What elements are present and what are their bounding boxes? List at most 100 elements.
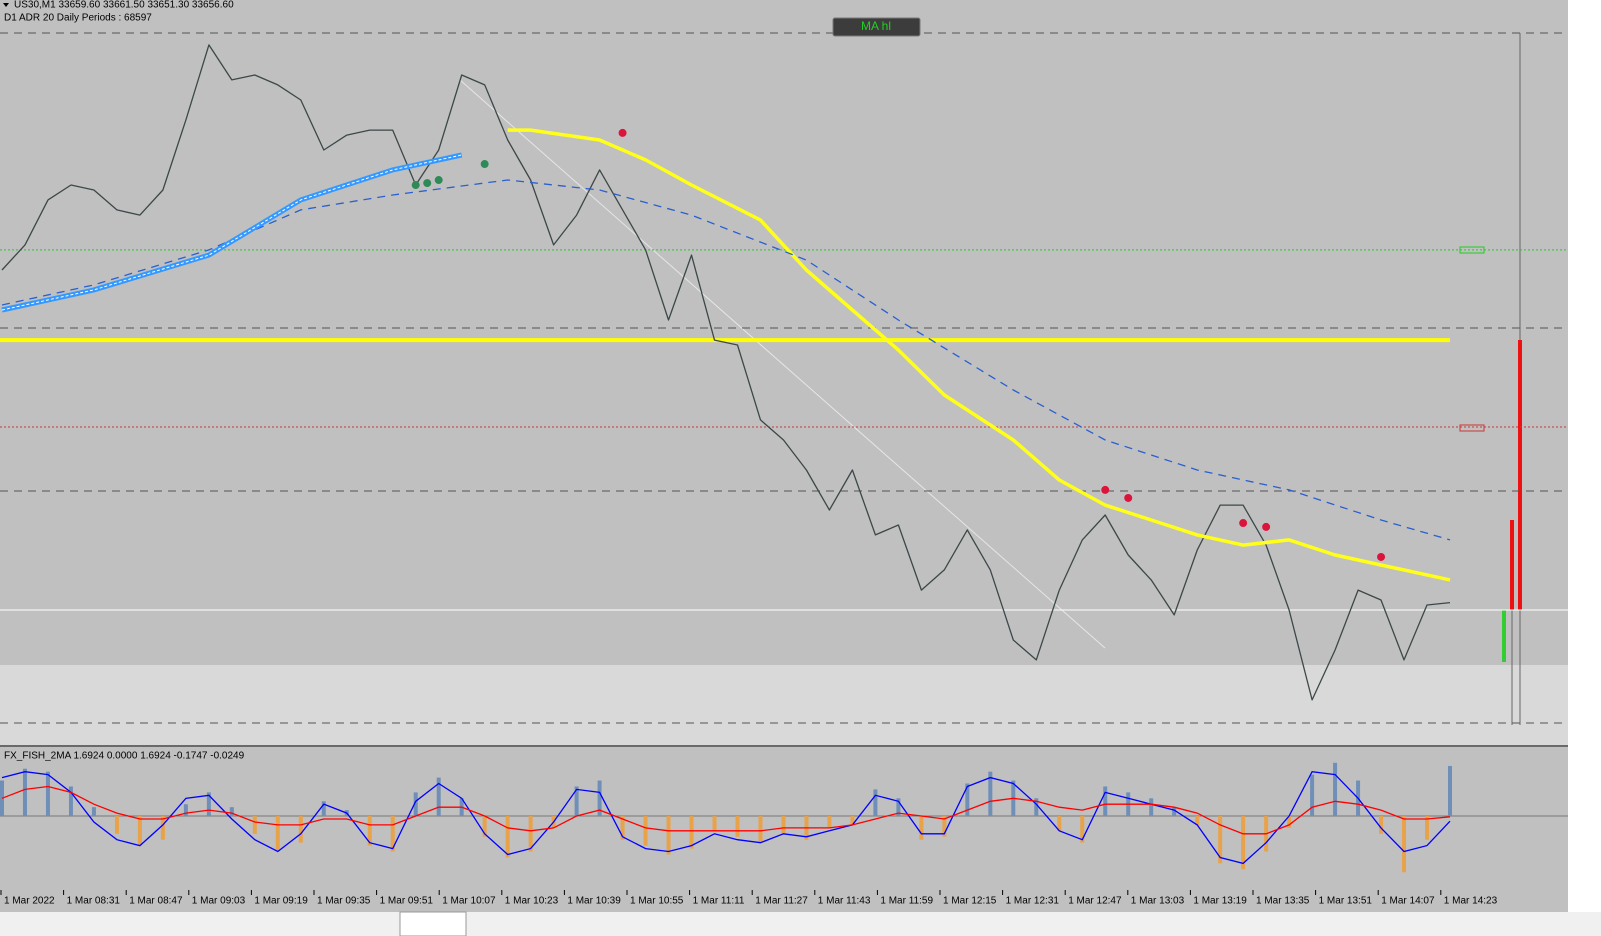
histogram-bar [505,816,510,858]
histogram-bar [1034,798,1039,817]
trend-line [459,79,1106,649]
histogram-bar [712,816,717,831]
signal-dot [1124,493,1133,502]
time-label: 1 Mar 10:07 [442,896,496,907]
histogram-bar [1379,816,1384,834]
time-axis-background [0,890,1568,912]
time-label: 1 Mar 10:23 [505,896,559,907]
histogram-bar [206,792,211,817]
histogram-bar [1287,816,1292,828]
histogram-bar [436,777,441,817]
signal-dot [423,179,432,188]
histogram-bar [160,816,165,840]
time-label: 1 Mar 13:51 [1319,896,1373,907]
histogram-bar [114,816,119,834]
histogram-bar [781,816,786,834]
histogram-bar [1103,786,1108,817]
histogram-bar [528,816,533,852]
time-label: 1 Mar 09:51 [380,896,434,907]
histogram-bar [689,816,694,849]
range-bar [1518,340,1522,610]
histogram-bar [367,816,372,846]
levels [0,32,1568,724]
histogram-bar [137,816,142,846]
chart-subtitle: D1 ADR 20 Daily Periods : 68597 [4,13,152,24]
time-label: 1 Mar 10:55 [630,896,684,907]
main-series [1,44,1451,701]
signal-dot [618,128,627,137]
time-label: 1 Mar 11:59 [880,896,933,907]
range-bar [1510,520,1514,610]
histogram-bar [988,771,993,817]
moving-average [1,179,1451,541]
time-label: 1 Mar 13:19 [1193,896,1247,907]
main-panel-background [0,0,1568,665]
signal-dot [1101,485,1110,494]
time-label: 1 Mar 08:47 [129,896,183,907]
histogram-bar [1149,798,1154,817]
histogram-bar [666,816,671,855]
histogram-bar [1241,816,1246,870]
signal-dot [1262,522,1271,531]
histogram-bar [643,816,648,846]
histogram-bar [183,804,188,817]
chart-tab[interactable] [399,911,467,936]
histogram-bar [758,816,763,843]
signal-dot [411,181,420,190]
histogram-bar [482,816,487,837]
indicator-title: FX_FISH_2MA 1.6924 0.0000 1.6924 -0.1747… [4,751,245,762]
histogram-bar [1218,816,1223,864]
time-label: 1 Mar 09:35 [317,896,371,907]
collapse-arrow[interactable] [3,3,9,7]
signal-dot [434,176,443,185]
time-label: 1 Mar 14:23 [1444,896,1498,907]
time-label: 1 Mar 09:19 [254,896,308,907]
histogram-bar [1080,816,1085,843]
time-label: 1 Mar 11:43 [818,896,871,907]
histogram-bar [390,816,395,852]
histogram-bar [68,786,73,817]
histogram-bar [965,783,970,817]
histogram-bar [896,798,901,817]
histogram-bar [1057,816,1062,831]
signal-dot [480,160,489,169]
ma-button[interactable] [832,17,921,37]
panel-separator [0,745,1568,747]
time-label: 1 Mar 14:07 [1381,896,1435,907]
moving-average [507,128,1451,582]
histogram-bar [1195,816,1200,825]
signal-dot [1377,552,1386,561]
histogram-bar [1402,816,1407,873]
time-label: 1 Mar 2022 [4,896,55,907]
price-line [1,44,1451,701]
histogram-bar [413,792,418,817]
range-bar [1502,610,1506,662]
histogram-bar [942,816,947,837]
ma-button-label[interactable]: MA hl [861,19,891,33]
chart-title: US30,M1 33659.60 33661.50 33651.30 33656… [14,0,234,11]
time-label: 1 Mar 11:11 [693,896,745,907]
histogram-bar [1310,774,1315,817]
time-axis: 1 Mar 2022 1 Mar 08:31 1 Mar 08:47 1 Mar 09… [0,890,1498,907]
histogram-bar [919,816,924,840]
indicator-line [1,770,1451,865]
time-label: 1 Mar 10:39 [567,896,621,907]
time-label: 1 Mar 13:35 [1256,896,1310,907]
histogram-bar [574,786,579,817]
histogram-bar [252,816,257,834]
signal-dot [1239,519,1248,528]
time-label: 1 Mar 09:03 [192,896,246,907]
level-tag [1459,424,1485,432]
histogram-bar [827,816,832,828]
histogram-bar [735,816,740,837]
indicator-series [0,762,1568,873]
time-label: 1 Mar 11:27 [755,896,808,907]
histogram-bar [229,807,234,817]
histogram-bar [321,801,326,817]
ma-band-core [1,154,462,311]
histogram-bar [45,771,50,817]
histogram-bar [22,768,27,817]
histogram-bar [91,807,96,817]
tab-bar [0,912,1601,936]
